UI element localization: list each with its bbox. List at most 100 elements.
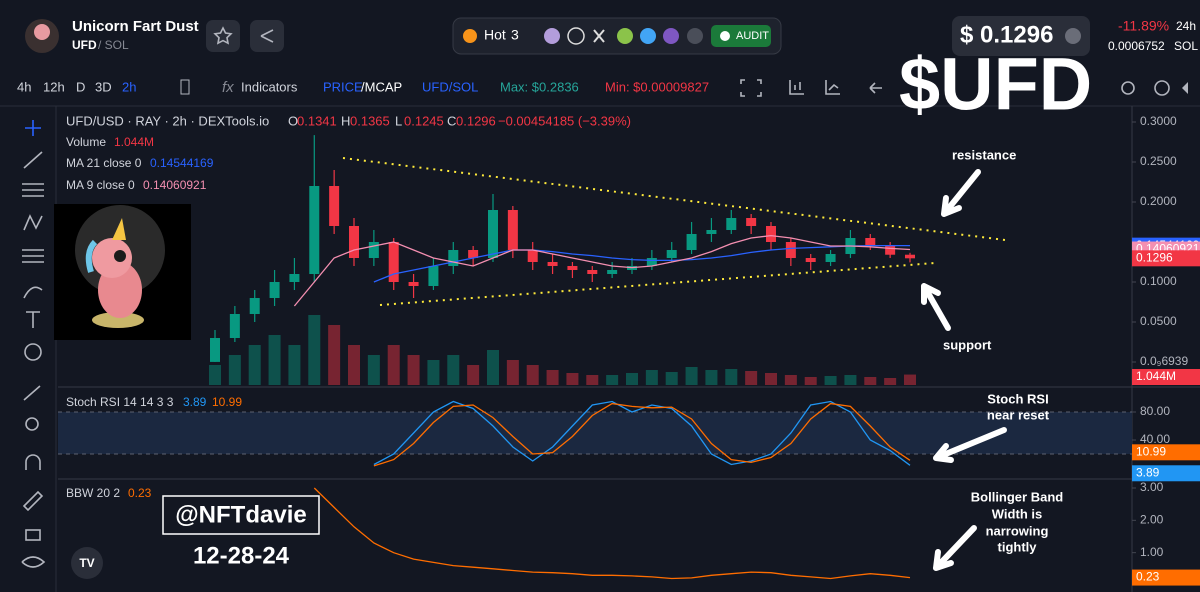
- lock-tool[interactable]: [25, 529, 41, 541]
- y-tick-label: 0.3000: [1140, 114, 1177, 128]
- legend-value: 0.14544169: [150, 156, 214, 170]
- image-horn: [112, 218, 126, 240]
- bbw-note: Width is: [992, 506, 1042, 521]
- band-layer: [58, 411, 1132, 455]
- axis-badge-label: 3.89: [1136, 465, 1160, 479]
- y-tick-label: 0.2000: [1140, 194, 1177, 208]
- axis-badge: [1132, 465, 1200, 482]
- zoom-tool[interactable]: [25, 417, 39, 431]
- search-icon[interactable]: [1121, 81, 1135, 95]
- pair-switch[interactable]: UFD/SOL: [422, 79, 478, 94]
- interval-button[interactable]: 3D: [95, 79, 112, 94]
- emoji-tool[interactable]: [24, 343, 42, 361]
- bbw-title: BBW 20 2: [66, 486, 120, 500]
- x-icon[interactable]: [593, 29, 605, 43]
- volume-bar: [427, 360, 440, 385]
- y-tick-label: 2.00: [1140, 513, 1164, 527]
- camera-icon[interactable]: [1182, 82, 1188, 94]
- image-mane: [85, 239, 98, 273]
- bbw-note: narrowing: [986, 523, 1049, 538]
- share-button[interactable]: [250, 20, 284, 52]
- interval-button[interactable]: D: [76, 79, 85, 94]
- visibility-tool[interactable]: [21, 556, 46, 568]
- social-icon[interactable]: [617, 28, 633, 44]
- max-price: Max: $0.2836: [500, 79, 579, 94]
- interval-button[interactable]: 4h: [17, 79, 31, 94]
- legend-name: MA 9 close 0: [66, 178, 135, 192]
- candle-body: [468, 250, 479, 258]
- candle-body: [746, 218, 757, 226]
- undo-icon[interactable]: [869, 82, 882, 94]
- candle-body: [269, 282, 280, 298]
- volume-bar: [506, 360, 519, 385]
- crosshair-tool[interactable]: [25, 120, 41, 136]
- support-note: support: [943, 337, 992, 352]
- favorite-button[interactable]: [206, 20, 240, 52]
- text-tool[interactable]: [26, 311, 40, 328]
- volume-bar: [626, 373, 638, 385]
- price-change: -11.89%: [1118, 18, 1169, 34]
- projection-tool[interactable]: [22, 249, 44, 263]
- drawing-tools: [21, 120, 46, 568]
- chart-title: UFD/USD · RAY · 2h · DEXTools.io: [66, 113, 269, 128]
- token-symbol: UFD: [72, 38, 97, 52]
- social-icon[interactable]: [663, 28, 679, 44]
- axis-badge: [1132, 444, 1200, 461]
- mcap-toggle[interactable]: /MCAP: [361, 79, 402, 94]
- volume-bar: [685, 367, 698, 385]
- candle-body: [805, 258, 816, 262]
- brush-tool[interactable]: [23, 286, 43, 299]
- chart-icon[interactable]: [825, 80, 840, 95]
- volume-bar: [248, 345, 261, 385]
- image-eye: [114, 250, 126, 262]
- indicators-button[interactable]: Indicators: [241, 79, 298, 94]
- y-tick-label: 0.1000: [1140, 274, 1177, 288]
- volume-bar: [804, 377, 817, 385]
- fx-icon[interactable]: fx: [222, 79, 234, 96]
- fib-tool[interactable]: [22, 183, 44, 197]
- tv-logo-mark: TV: [79, 556, 94, 570]
- price-toggle[interactable]: PRICE: [323, 79, 363, 94]
- candle-body: [646, 258, 657, 266]
- interval-button[interactable]: 2h: [122, 79, 136, 94]
- magnet-tool[interactable]: [25, 454, 41, 470]
- fullscreen-icon[interactable]: [740, 79, 762, 97]
- audit-badge[interactable]: [711, 25, 771, 47]
- line-tool[interactable]: [23, 151, 43, 169]
- social-icon[interactable]: [544, 28, 560, 44]
- candle-type-icon[interactable]: [180, 79, 190, 95]
- volume-bar: [209, 365, 221, 385]
- web-icon[interactable]: [567, 27, 585, 45]
- ruler-tool[interactable]: [23, 385, 41, 401]
- axis-badge-label: 0.1296: [1136, 250, 1173, 264]
- ohlc-label: O: [288, 113, 298, 128]
- candle-body: [607, 270, 618, 274]
- social-icon[interactable]: [640, 28, 656, 44]
- pattern-tool[interactable]: [23, 214, 43, 231]
- settings-icon[interactable]: [1154, 80, 1170, 96]
- star-icon: [213, 26, 233, 45]
- ohlc-label: H: [341, 113, 350, 128]
- volume-bar: [884, 378, 897, 385]
- info-icon[interactable]: [1065, 28, 1081, 44]
- candle-body: [488, 210, 498, 258]
- volume-label: Volume: [66, 135, 106, 149]
- candle-body: [785, 242, 796, 258]
- bbw-note: tightly: [998, 539, 1038, 554]
- volume-bar: [586, 375, 599, 385]
- price: $ 0.1296: [960, 21, 1053, 48]
- chart-icon[interactable]: [789, 80, 804, 95]
- support-line: [379, 262, 936, 306]
- volume-bar: [705, 370, 718, 385]
- candle-body: [587, 270, 598, 274]
- ohlc-value: 0.1365: [350, 113, 390, 128]
- series-line: [373, 400, 911, 466]
- more-icon[interactable]: [687, 28, 703, 44]
- interval-group: 4h 12h D 3D 2h: [17, 79, 136, 94]
- axis-badge-label: 10.99: [1136, 444, 1166, 458]
- arrow: [933, 427, 1007, 463]
- candle-body: [726, 218, 737, 230]
- lock-draw-tool[interactable]: [22, 490, 44, 512]
- interval-button[interactable]: 12h: [43, 79, 65, 94]
